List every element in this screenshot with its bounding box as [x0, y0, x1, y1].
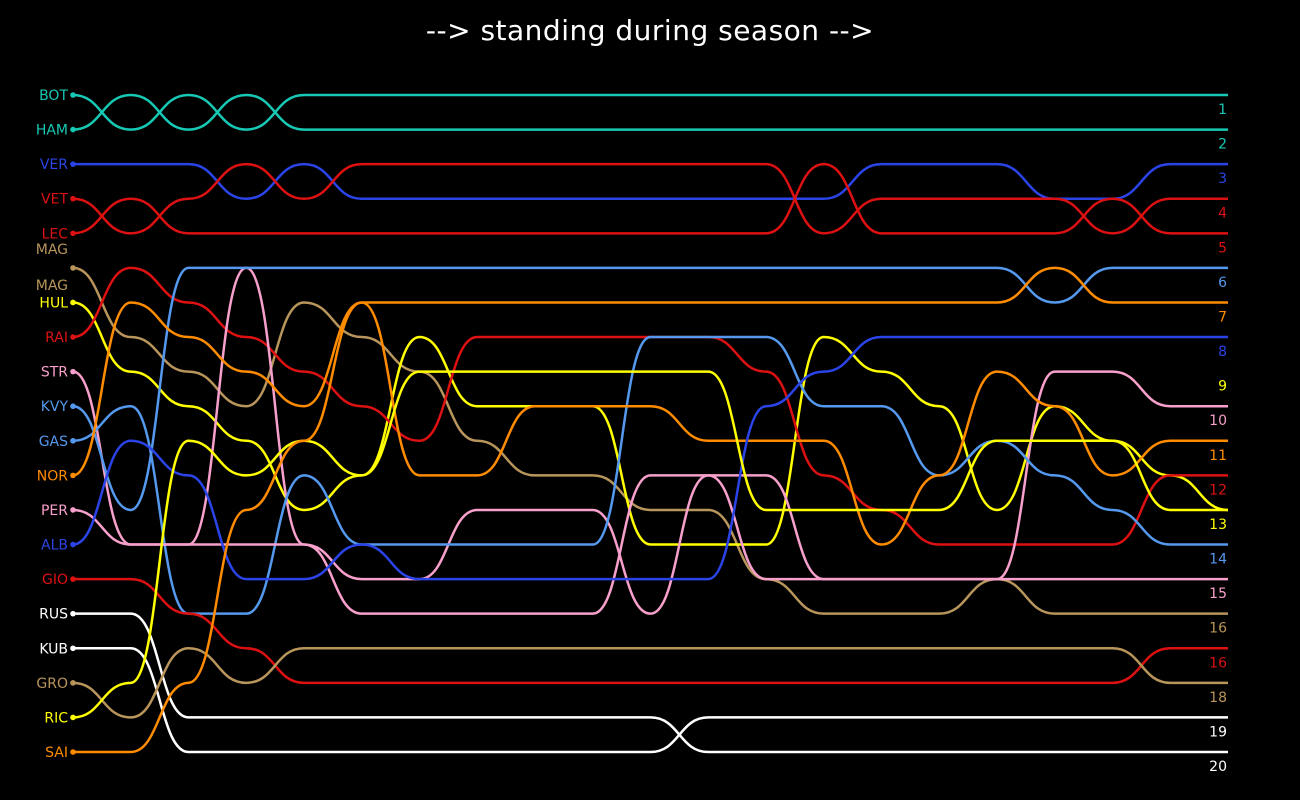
position-label: 6 [1218, 275, 1227, 291]
series-line-hul-6 [72, 301, 1229, 546]
series-line-lec-4 [72, 162, 1228, 235]
driver-label: SAI [45, 745, 68, 761]
series-line-kvy-9 [72, 266, 1228, 512]
position-label: 2 [1218, 137, 1227, 153]
position-label: 12 [1209, 482, 1227, 498]
driver-label: STR [41, 365, 68, 381]
start-marker-bot-0 [70, 92, 76, 98]
series-line-per-12 [72, 474, 1228, 615]
position-label: 5 [1218, 240, 1227, 256]
position-label: 20 [1209, 759, 1227, 775]
position-label: 7 [1218, 309, 1227, 325]
driver-label: GIO [42, 572, 68, 588]
position-label: 19 [1209, 724, 1227, 740]
series-line-rai-7 [72, 266, 1228, 546]
start-marker-str-8 [70, 368, 76, 375]
chart-title: --> standing during season --> [425, 14, 875, 47]
series-lines [72, 93, 1229, 754]
series-line-alb-13 [72, 335, 1228, 581]
series-line-gio-14 [73, 577, 1228, 685]
position-label: 14 [1209, 552, 1227, 568]
series-line-kub-16 [72, 647, 1228, 754]
driver-label: VET [41, 192, 68, 208]
position-label: 9 [1218, 379, 1227, 395]
start-marker-rus-15 [70, 610, 76, 617]
start-marker-alb-13 [70, 541, 76, 548]
start-marker-nor-11 [70, 472, 76, 479]
start-marker-vet-3 [70, 195, 76, 202]
position-label: 16 [1209, 655, 1227, 671]
driver-labels: BOTHAMVERVETLECMAGMAGHULRAISTRKVYGASNORP… [36, 88, 69, 761]
position-label: 13 [1209, 517, 1227, 533]
driver-label: RIC [44, 710, 68, 726]
driver-label: GAS [39, 434, 68, 450]
series-line-vet-3 [72, 162, 1228, 235]
position-label: 15 [1209, 586, 1227, 602]
start-marker-rai-7 [70, 334, 76, 340]
start-marker-sai-19 [70, 749, 76, 755]
driver-label: MAG [36, 278, 68, 294]
driver-label: GRO [36, 676, 68, 692]
start-marker-gio-14 [70, 576, 76, 582]
position-label: 1 [1218, 102, 1227, 118]
series-line-rus-15 [73, 612, 1228, 754]
start-marker-ric-18 [70, 714, 76, 721]
driver-label: VER [40, 157, 68, 173]
driver-label: KVY [41, 399, 69, 415]
driver-label: HUL [39, 295, 68, 311]
driver-label: KUB [39, 641, 68, 657]
position-label: 16 [1209, 621, 1227, 637]
position-label: 4 [1218, 206, 1227, 222]
series-line-ham-1 [72, 93, 1228, 131]
driver-label: BOT [39, 88, 68, 104]
driver-label: MAG [36, 242, 68, 258]
series-line-bot-0 [72, 93, 1228, 131]
driver-label: PER [41, 503, 68, 519]
series-line-sai-19 [73, 266, 1228, 754]
start-marker-gas-10 [70, 437, 76, 444]
driver-label: HAM [36, 123, 68, 139]
driver-label: NOR [37, 468, 68, 484]
position-label: 8 [1218, 344, 1227, 360]
driver-label: RAI [45, 330, 68, 346]
series-line-ver-2 [73, 162, 1228, 200]
driver-label: ALB [41, 538, 68, 554]
start-marker-ham-1 [70, 126, 76, 133]
series-line-ric-18 [72, 370, 1228, 719]
start-marker-per-12 [70, 507, 76, 513]
series-line-gro-17 [72, 647, 1228, 719]
position-label: 11 [1209, 448, 1227, 464]
position-label: 3 [1218, 171, 1227, 187]
start-marker-ver-2 [70, 161, 76, 167]
start-marker-lec-4 [70, 230, 76, 237]
driver-label: LEC [42, 226, 69, 242]
start-markers [70, 92, 76, 755]
series-line-str-8 [72, 266, 1228, 615]
start-marker-kvy-9 [70, 403, 76, 410]
position-label: 10 [1209, 413, 1227, 429]
start-marker-hul-6 [70, 299, 76, 306]
driver-label: RUS [39, 607, 68, 623]
start-marker-kub-16 [70, 645, 76, 652]
start-marker-mag-5 [70, 265, 76, 271]
position-label: 18 [1209, 690, 1227, 706]
start-marker-gro-17 [70, 680, 76, 686]
series-line-nor-11 [72, 301, 1228, 546]
